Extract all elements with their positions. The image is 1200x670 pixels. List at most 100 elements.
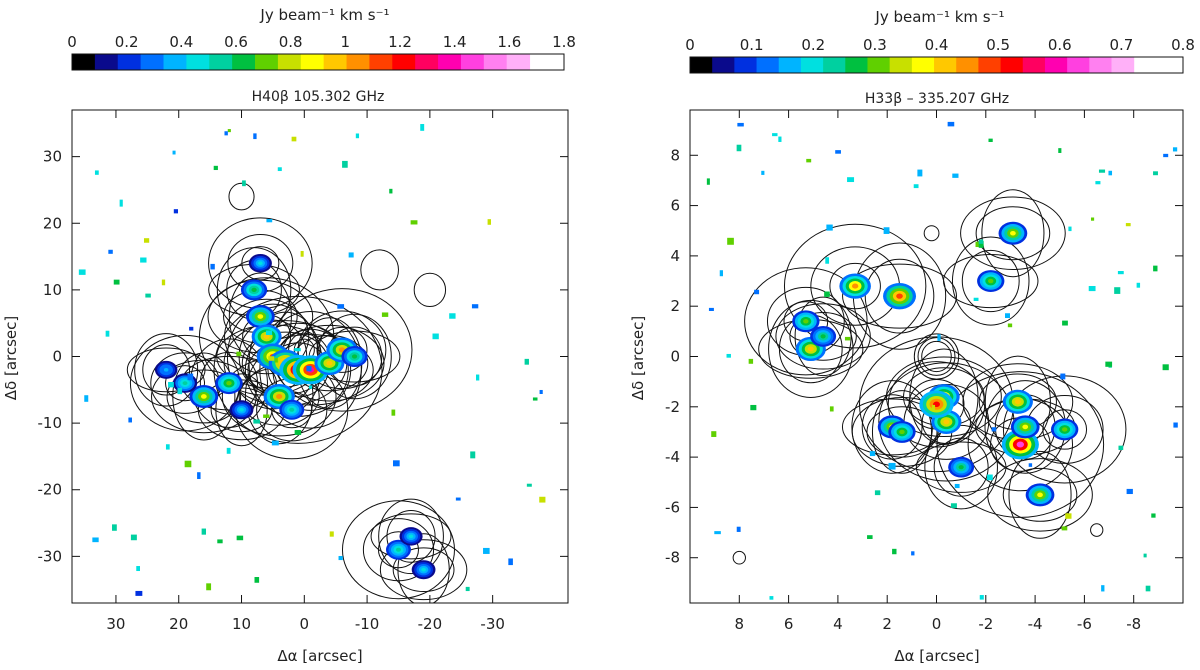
noise-speck (128, 417, 132, 423)
noise-speck (213, 165, 218, 171)
noise-speck (869, 451, 876, 457)
colorbar-segment (978, 57, 1002, 73)
right-x-ticks: 8 6 4 2 0 -2 -4 -6 -8 (735, 110, 1141, 633)
y-tick-label: -2 (665, 398, 680, 416)
noise-speck (274, 358, 278, 363)
noise-speck (487, 219, 492, 225)
noise-speck (306, 365, 312, 372)
noise-speck (465, 586, 470, 592)
y-tick-label: 10 (43, 281, 62, 299)
x-tick-label: -20 (418, 615, 443, 633)
contour-line (851, 380, 933, 474)
x-tick-label: -30 (480, 615, 505, 633)
colorbar-segment (415, 54, 439, 70)
noise-speck (197, 472, 201, 480)
noise-speck (165, 444, 170, 450)
noise-speck (187, 373, 194, 381)
emission-level (239, 407, 244, 412)
colorbar-segment (734, 57, 758, 73)
noise-speck (736, 526, 741, 532)
contour-line (871, 390, 933, 474)
x-tick-label: 6 (784, 615, 794, 633)
noise-speck (508, 558, 513, 566)
emission-level (182, 381, 188, 386)
noise-speck (978, 239, 984, 244)
emission-level (289, 407, 295, 412)
emission-level (987, 278, 994, 284)
contour-line (913, 333, 960, 380)
noise-speck (135, 590, 143, 596)
noise-speck (1090, 217, 1095, 221)
noise-speck (524, 358, 529, 365)
colorbar-segment (1022, 57, 1046, 73)
contour-line (165, 365, 206, 402)
noise-speck (217, 539, 223, 544)
colorbar-segment (209, 54, 233, 70)
right-y-axis-label: Δδ [arcsec] (629, 316, 647, 400)
colorbar-tick-label: 0.2 (115, 33, 139, 51)
contour-line (921, 340, 952, 373)
noise-speck (1088, 285, 1096, 292)
noise-speck (184, 460, 192, 468)
contour-line (775, 303, 871, 370)
colorbar-tick-label: 0.6 (224, 33, 248, 51)
noise-speck (253, 419, 260, 424)
noise-speck (143, 238, 150, 243)
noise-speck (883, 227, 890, 234)
noise-speck (201, 528, 207, 535)
noise-speck (113, 279, 120, 285)
contour-line (933, 437, 989, 497)
colorbar-segment (911, 57, 935, 73)
emission-level (851, 283, 859, 289)
contour-line (166, 369, 242, 424)
contour-line (975, 206, 1051, 261)
noise-speck (449, 313, 456, 319)
noise-speck (355, 133, 360, 139)
noise-speck (1117, 270, 1124, 275)
x-tick-label: 8 (735, 615, 745, 633)
noise-speck (381, 312, 389, 317)
noise-speck (177, 387, 183, 395)
noise-speck (189, 326, 194, 331)
noise-speck (242, 180, 246, 187)
noise-speck (161, 279, 166, 286)
noise-speck (136, 566, 140, 572)
noise-speck (806, 158, 812, 163)
noise-speck (769, 596, 774, 600)
contour-line (151, 359, 257, 434)
emission-level (408, 534, 414, 539)
noise-speck (1143, 553, 1147, 558)
contour-line (379, 539, 468, 601)
x-tick-label: 30 (106, 615, 125, 633)
noise-speck (1095, 181, 1101, 185)
noise-speck (954, 483, 960, 489)
x-tick-label: 4 (833, 615, 843, 633)
emission-level (163, 368, 169, 372)
contour-line (951, 236, 1030, 326)
colorbar-segment (956, 57, 979, 73)
noise-speck (844, 336, 851, 341)
noise-speck (1005, 313, 1010, 319)
colorbar-segment (712, 57, 735, 73)
noise-speck (825, 257, 830, 264)
contour-line (210, 387, 273, 433)
y-tick-label: -10 (38, 414, 63, 432)
noise-speck (432, 333, 439, 340)
right-y-ticks: 8 6 4 2 0 -2 -4 -6 -8 (665, 146, 1183, 567)
emission-level (958, 465, 964, 470)
contour-line (316, 326, 368, 373)
contour-line (392, 547, 455, 593)
x-tick-label: -10 (355, 615, 380, 633)
x-tick-label: 20 (169, 615, 188, 633)
noise-speck (300, 250, 304, 257)
noise-speck (1153, 171, 1158, 176)
x-tick-label: -6 (1077, 615, 1092, 633)
noise-speck (1028, 463, 1033, 467)
noise-speck (1065, 513, 1072, 519)
contour-line (378, 498, 444, 575)
noise-speck (874, 490, 881, 496)
emission-level (421, 567, 426, 572)
colorbar-tick-label: 1.6 (497, 33, 521, 51)
emission-level (263, 334, 270, 339)
noise-speck (1163, 153, 1169, 158)
